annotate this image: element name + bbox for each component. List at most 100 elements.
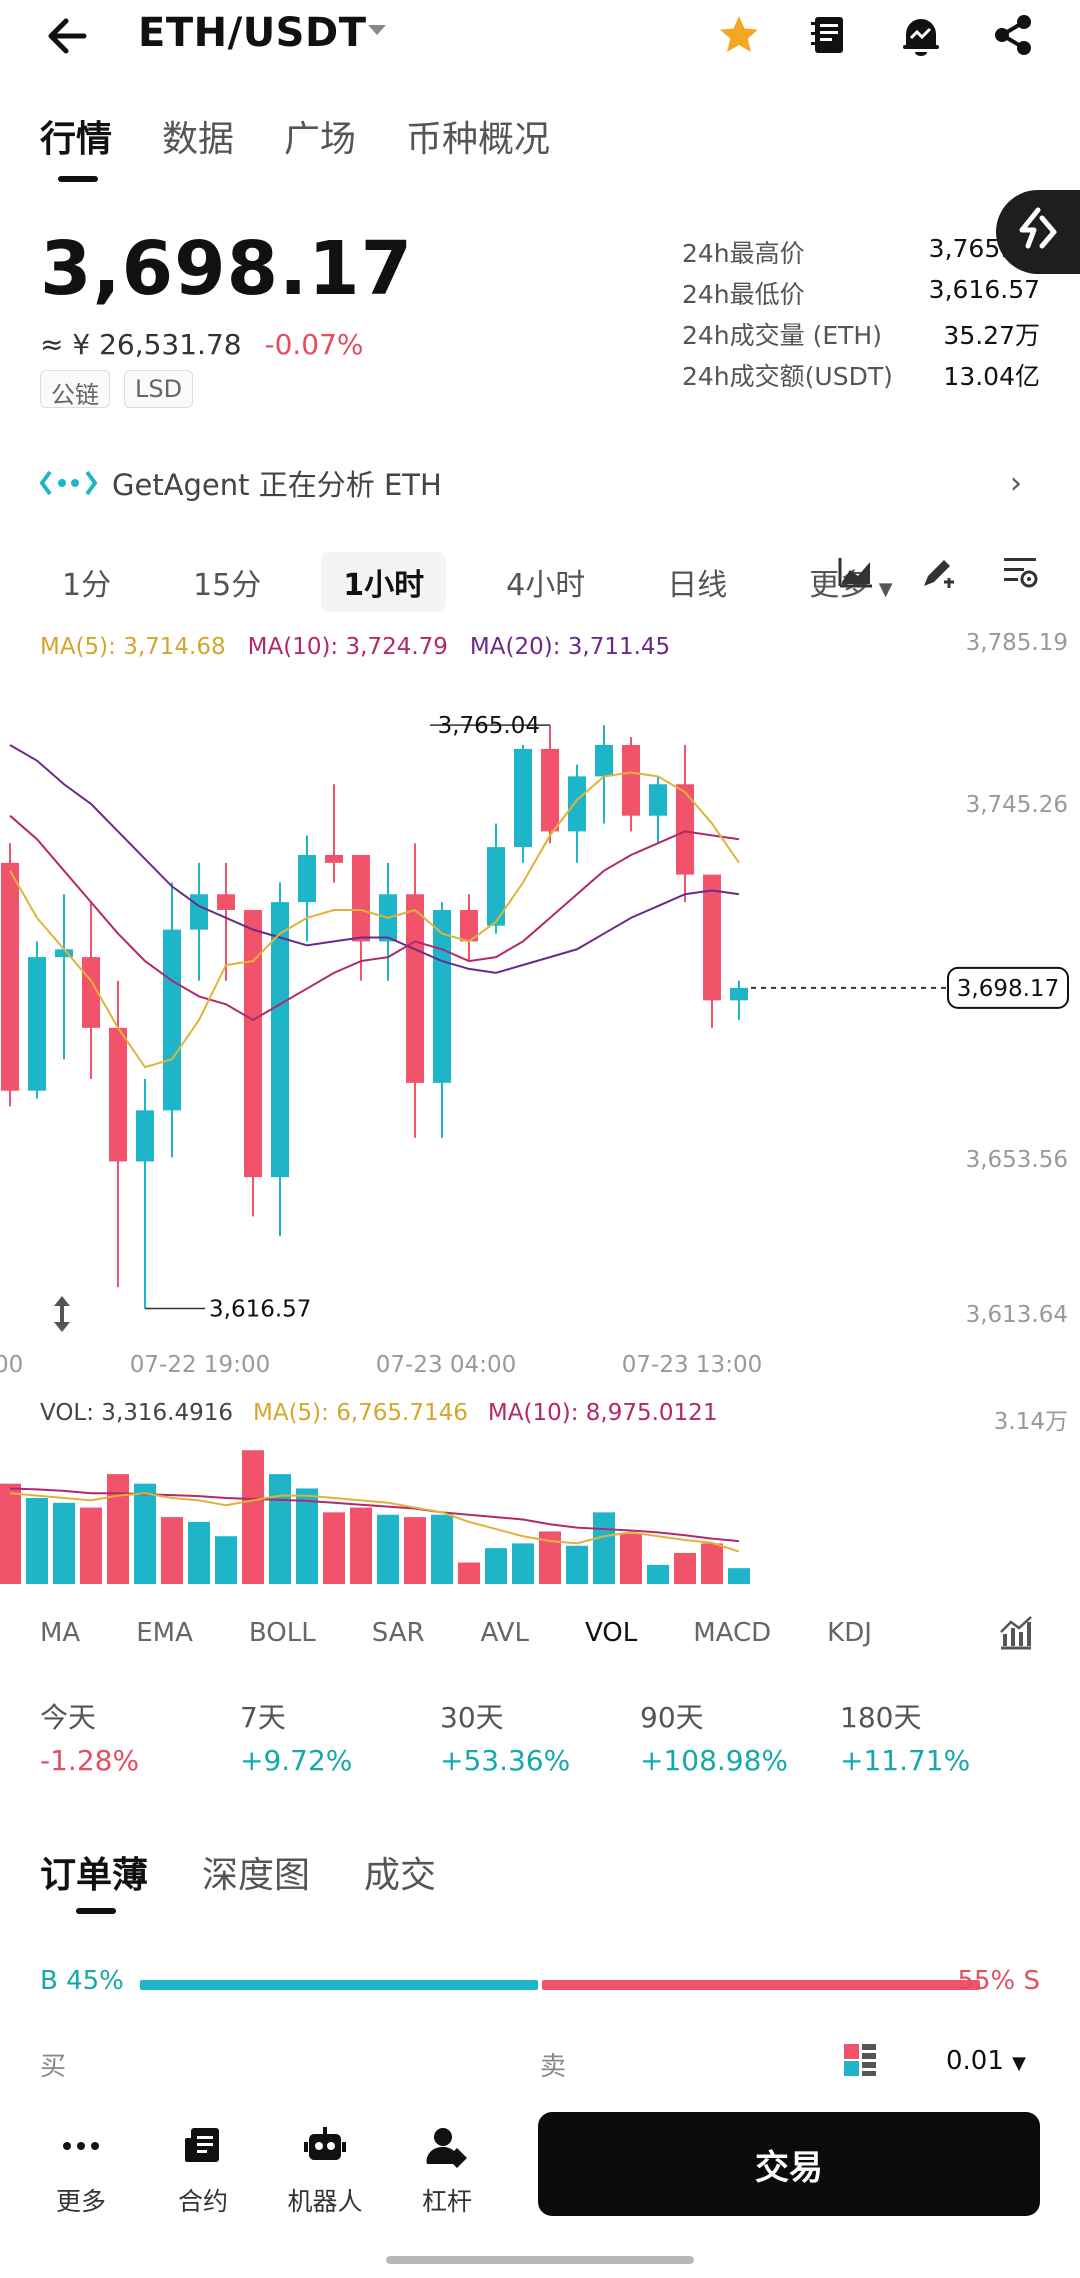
tab-data[interactable]: 数据 [162,119,235,160]
stat-row: 24h最低价 3,616.57 [682,275,1040,316]
precision-selector[interactable]: 0.01 ▼ [946,2046,1026,2076]
indicator-ma[interactable]: MA [40,1618,81,1648]
price-axis-label: 3,745.26 [966,792,1068,818]
candlestick-chart[interactable]: 3,785.19 3,745.26 3,653.56 3,613.64 3,69… [0,620,1080,1380]
tab-square[interactable]: 广场 [284,119,357,160]
chevron-down-icon[interactable] [366,22,388,38]
orderbook-layout-icon[interactable] [842,2042,878,2078]
star-icon[interactable] [716,12,762,58]
time-axis-label: 07-22 19:00 [130,1352,270,1378]
volume-bar [53,1502,75,1584]
candle-up [568,776,586,832]
candle-down [352,854,370,942]
indicator-vol[interactable]: VOL [584,1618,638,1648]
volume-bar [215,1536,237,1584]
stats-panel: 24h最高价 3,765.04 24h最低价 3,616.57 24h成交量 (ET… [682,234,1040,398]
nav-contract[interactable]: 合约 [148,2124,258,2218]
chart-settings-icon[interactable] [1000,552,1040,592]
indicator-kdj[interactable]: KDJ [827,1618,872,1648]
indicator-ema[interactable]: EMA [136,1618,193,1648]
indicator-boll[interactable]: BOLL [248,1618,316,1648]
indicator-macd[interactable]: MACD [693,1618,772,1648]
ma-legend: MA(5): 3,714.68 MA(10): 3,724.79 MA(20):… [40,634,670,660]
candle-up [55,949,73,958]
nav-more[interactable]: 更多 [26,2124,136,2218]
caret-down-icon: ▼ [1012,2053,1026,2074]
caret-down-icon: ▼ [878,579,893,600]
tag-badge[interactable]: 公链 [40,370,110,409]
volume-bar [242,1450,264,1584]
interval-selector: 1分 15分 1小时 4小时 日线 更多 ▼ [40,552,953,612]
perf-label: 30天 [440,1701,504,1734]
main-tabs: 行情 数据 广场 币种概况 [40,110,550,162]
last-price-tag [947,966,1069,1009]
chevron-right-icon[interactable]: › [1010,466,1022,501]
interval-1m[interactable]: 1分 [62,568,112,603]
draw-pen-icon[interactable] [918,552,958,592]
candle-down [109,1027,127,1162]
volume-chart[interactable] [0,1434,1080,1584]
volume-bar [377,1514,399,1584]
candle-up [136,1110,154,1162]
vol-ma10-legend: MA(10): 8,975.0121 [487,1400,718,1426]
candle-down [1,862,19,1091]
indicator-settings-icon[interactable] [998,1614,1034,1650]
interval-15m[interactable]: 15分 [193,568,262,603]
candle-down [622,744,640,816]
chart-type-icon[interactable] [836,552,876,592]
nav-label: 杠杆 [421,2187,472,2216]
robot-icon [304,2127,346,2160]
volume-bar [323,1512,345,1584]
volume-bar [0,1483,21,1584]
interval-4h[interactable]: 4小时 [506,568,586,603]
ma5-legend: MA(5): 3,714.68 [40,634,226,660]
perf-value: +9.72% [240,1744,353,1777]
perf-value: +53.36% [440,1744,571,1777]
home-indicator[interactable] [386,2256,694,2264]
agent-banner[interactable]: GetAgent 正在分析 ETH [40,462,442,504]
volume-bar [728,1568,750,1584]
expand-vertical-icon[interactable] [54,1296,70,1332]
tab-orderbook[interactable]: 订单薄 [40,1855,149,1896]
volume-bar [458,1562,480,1584]
stat-row: 24h最高价 3,765.04 [682,234,1040,275]
sell-ratio-bar [542,1980,980,1990]
volume-bar [269,1474,291,1584]
interval-1d[interactable]: 日线 [667,568,728,603]
pair-selector[interactable]: ETH/USDT [138,10,367,56]
buy-sell-ratio: B 45% 55% S [40,1966,1040,2006]
volume-bar [350,1507,372,1584]
candle-up [28,957,46,1091]
tab-trades[interactable]: 成交 [364,1855,437,1896]
interval-1h[interactable]: 1小时 [321,552,447,612]
perf-label: 180天 [840,1701,922,1734]
tab-overview[interactable]: 币种概况 [406,119,551,160]
vol-ma5-legend: MA(5): 6,765.7146 [253,1400,468,1426]
nav-robot[interactable]: 机器人 [270,2124,380,2218]
alert-bell-icon[interactable] [898,12,944,58]
candle-down [703,874,721,1001]
buy-ratio: B 45% [40,1966,124,1996]
tab-market[interactable]: 行情 [40,119,113,160]
candle-down [541,748,559,832]
stat-label: 24h成交量 (ETH) [682,321,882,350]
floating-share-button[interactable] [996,190,1080,274]
price-axis-label: 3,785.19 [966,630,1068,656]
nav-leverage[interactable]: 杠杆 [392,2124,502,2218]
candle-down [217,894,235,910]
sell-ratio: 55% S [957,1966,1040,1996]
document-icon[interactable] [806,12,852,58]
buy-column-header: 买 [40,2052,67,2082]
volume-bar [431,1514,453,1584]
tab-depth[interactable]: 深度图 [202,1855,311,1896]
precision-value: 0.01 [946,2046,1004,2076]
stat-value: 35.27万 [943,321,1040,350]
back-arrow-icon[interactable] [40,6,100,66]
indicator-sar[interactable]: SAR [371,1618,425,1648]
last-price-tag-text: 3,698.17 [957,976,1059,1002]
tag-badge[interactable]: LSD [124,370,194,408]
indicator-avl[interactable]: AVL [480,1618,529,1648]
share-icon[interactable] [990,12,1036,58]
trade-button[interactable]: 交易 [538,2112,1040,2216]
swap-arrows-icon [1019,207,1057,249]
